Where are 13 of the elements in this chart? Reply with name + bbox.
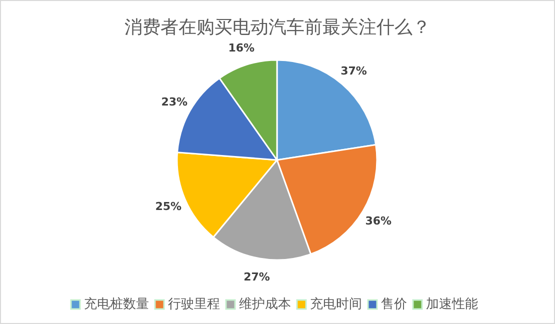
data-label: 36% [365, 214, 392, 228]
data-label: 27% [244, 270, 270, 284]
legend-label: 行驶里程 [168, 297, 220, 312]
legend-label: 售价 [381, 297, 407, 312]
data-label: 25% [155, 200, 182, 214]
data-label: 16% [228, 42, 255, 54]
data-label: 37% [340, 64, 367, 78]
chart-title: 消费者在购买电动汽车前最关注什么？ [124, 17, 430, 38]
legend-label: 维护成本 [239, 297, 291, 312]
legend-label: 充电桩数量 [84, 297, 149, 312]
legend-label: 加速性能 [426, 297, 478, 312]
legend-label: 充电时间 [310, 297, 362, 312]
data-label: 23% [161, 96, 188, 109]
